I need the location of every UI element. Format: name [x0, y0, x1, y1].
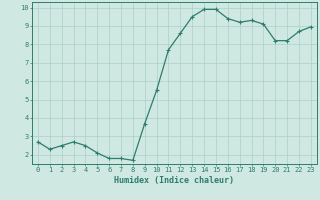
X-axis label: Humidex (Indice chaleur): Humidex (Indice chaleur)	[115, 176, 234, 185]
